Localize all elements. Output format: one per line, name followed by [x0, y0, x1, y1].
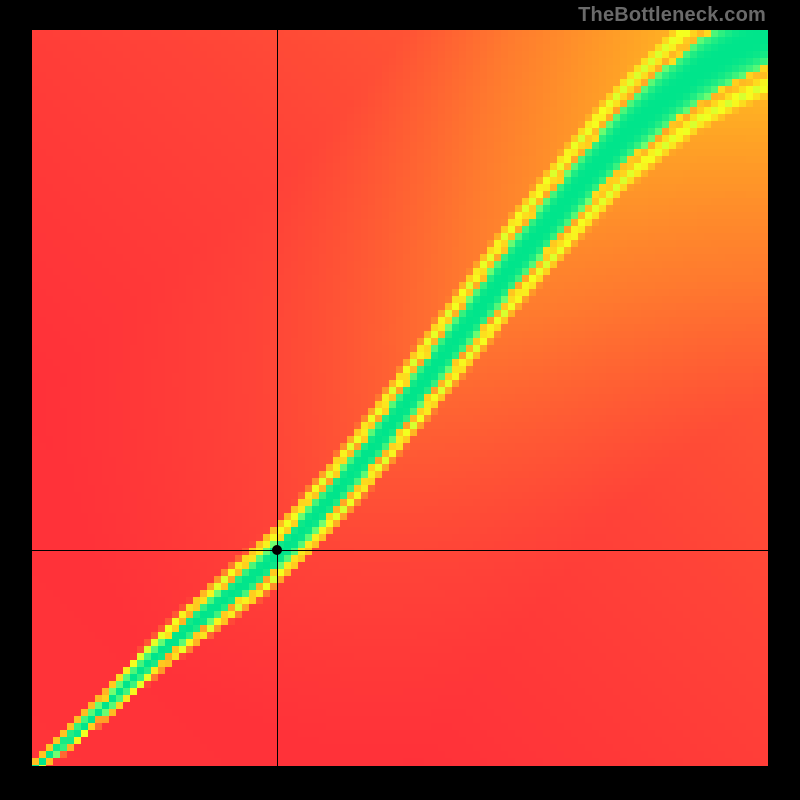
watermark-text: TheBottleneck.com: [578, 4, 766, 27]
plot-area: [32, 30, 768, 766]
heatmap-canvas: [32, 30, 768, 766]
figure-container: TheBottleneck.com: [0, 0, 800, 800]
